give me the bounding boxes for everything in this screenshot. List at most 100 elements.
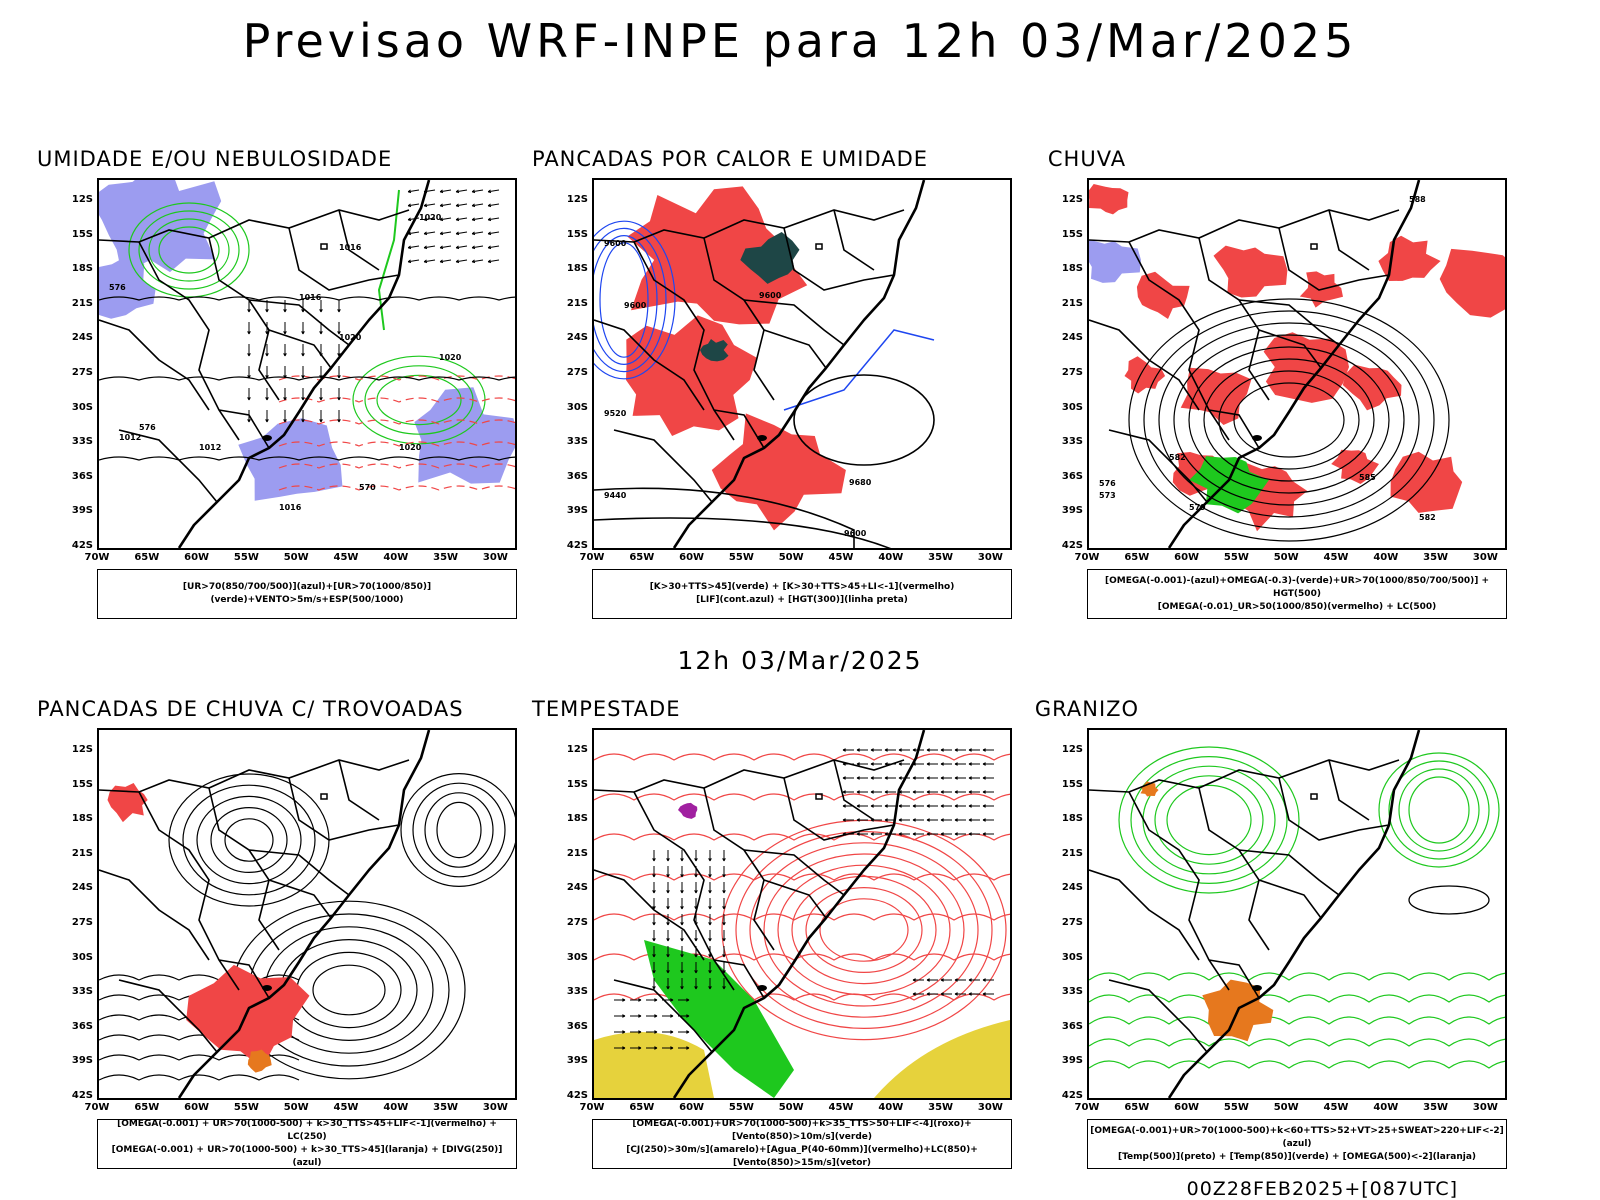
wind-vector [982,748,986,752]
wind-vector [982,776,986,780]
wind-vector [666,922,670,926]
lon-label: 30W [977,552,1003,563]
wind-vector [283,331,287,335]
water-contour [594,753,1010,761]
lon-label: 40W [878,1102,904,1113]
wind-vector [337,419,341,423]
wind-vector [694,986,698,990]
legend-box: [K>30+TTS>45](verde) + [K>30+TTS>45+LI<-… [592,569,1012,619]
lif-contour [594,227,667,373]
contour-label: 585 [1359,473,1376,482]
height-contour [793,374,935,466]
lon-label: 55W [1223,552,1249,563]
lat-label: 36S [71,470,93,482]
lon-label: 35W [1423,1102,1449,1113]
wind-vector [408,231,420,235]
lat-label: 27S [566,917,588,928]
lon-label: 45W [828,1102,854,1113]
wind-vector [884,832,888,836]
lat-label: 36S [566,1020,588,1032]
border-line [594,319,705,411]
wind-vector [638,1046,642,1050]
wind-vector [652,906,656,910]
rain-shade [1342,364,1402,411]
lat-label: 18S [566,813,588,825]
wind-vector [487,231,492,236]
humidity-contour [128,202,250,298]
wind-vector [337,397,341,401]
wind-vector [455,203,460,208]
border-line [268,329,332,369]
lon-label: 60W [184,552,210,563]
wind-vector [926,762,930,766]
coastline [177,730,431,1098]
border-line [1108,979,1208,1053]
wind-vector [265,375,269,379]
wind-vector [884,818,888,822]
lat-label: 33S [1061,436,1083,448]
weather-map: 582 585 588 576 573 579 582 [1089,180,1505,548]
wind-vector [926,748,930,752]
weather-map [99,730,515,1098]
lat-label: 33S [566,436,588,448]
wind-vector [968,804,972,808]
lon-label: 30W [482,552,508,563]
lat-label: 15S [566,228,588,240]
thickness-contour [278,419,515,425]
rain-shade [1136,271,1190,319]
thickness-contour [278,441,515,447]
wind-vector [471,217,476,222]
wind-vector [652,858,656,862]
lat-label: 15S [71,778,93,790]
wind-vector [265,397,269,401]
map-frame [97,728,517,1100]
wind-vector [247,353,251,357]
wind-vector [680,890,684,894]
legend-line: [OMEGA(-0.001) + UR>70(1000-500) + k>30_… [111,1145,503,1168]
legend-line: [OMEGA(-0.01)_UR>50(1000/850)(vermelho) … [1157,601,1437,612]
contour-label: 1016 [299,293,322,302]
wind-vector [722,858,726,862]
wind-vector [694,874,698,878]
wind-vector [856,748,860,752]
streamline [196,795,302,885]
map-layer: 582 585 588 576 573 579 582 [1089,180,1505,548]
wind-vector [622,1014,626,1018]
lat-label: 27S [566,367,588,378]
lat-label: 12S [1061,744,1083,755]
wind-vector [686,1030,690,1034]
height-contour [1188,346,1390,494]
border-line [118,979,218,1053]
lat-label: 30S [566,401,588,413]
lon-label: 70W [579,1102,605,1113]
legend-line: [OMEGA(-0.001)-(azul)+OMEGA(-0.3)-(verde… [1104,575,1490,599]
wind-vector [408,217,420,221]
city-marker [320,793,328,800]
wind-vector [654,1014,658,1018]
wind-vector [898,804,902,808]
storm-shade [186,964,310,1069]
panel-title: PANCADAS POR CALOR E UMIDADE [532,147,929,171]
wind-vector [247,331,251,335]
lat-label: 18S [71,813,93,825]
lon-label: 50W [778,1102,804,1113]
wind-vector [968,978,972,982]
contour-label: 582 [1419,513,1436,522]
wind-vector [638,998,642,1002]
wind-vector [423,203,428,208]
lat-label: 33S [71,986,93,998]
wind-vector [708,874,712,878]
lat-label: 27S [71,917,93,928]
lat-label: 42S [566,540,588,551]
wind-vector [455,189,460,194]
lon-label: 40W [383,1102,409,1113]
wind-vector [319,397,323,401]
wind-vector [247,375,251,379]
humidity-contour [376,374,462,426]
lat-label: 24S [71,332,93,344]
lat-label: 42S [566,1090,588,1101]
wind-vector [670,1030,674,1034]
lon-label: 35W [928,552,954,563]
border-line [288,777,400,841]
wind-vector [408,245,420,249]
